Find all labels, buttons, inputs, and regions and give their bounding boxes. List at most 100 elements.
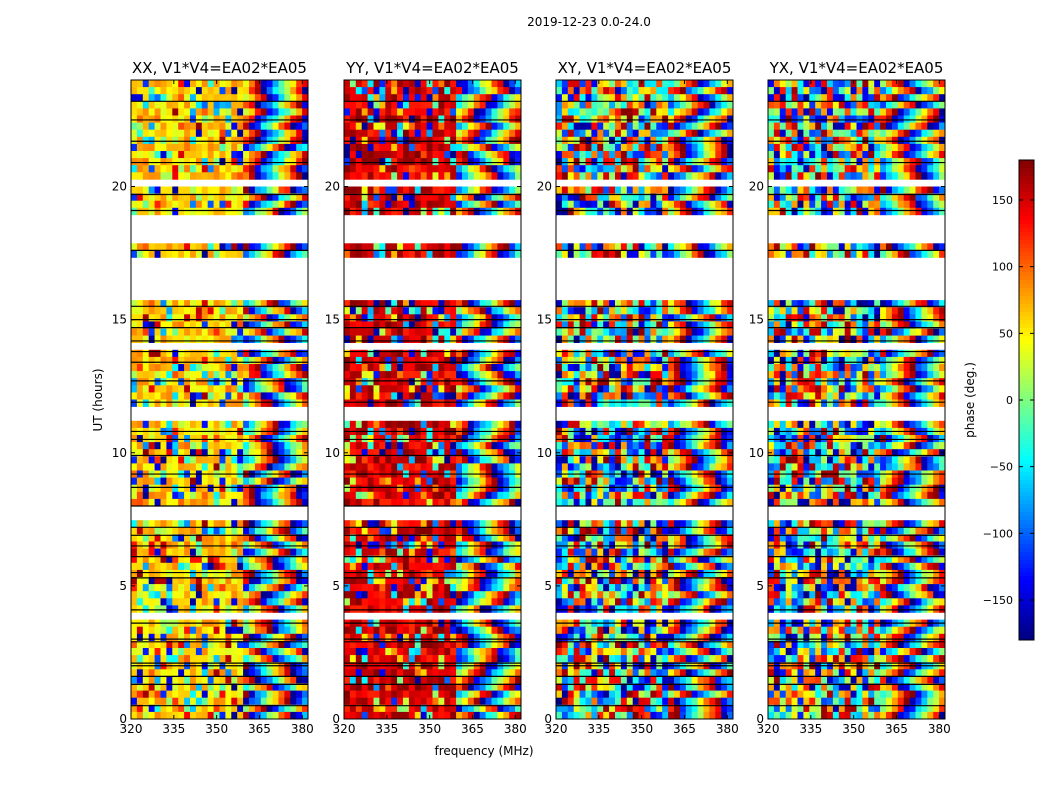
phase-cell	[479, 101, 486, 109]
phase-cell	[201, 321, 208, 329]
phase-cell	[190, 300, 197, 308]
phase-cell	[497, 129, 504, 138]
phase-cell	[685, 87, 692, 95]
phase-cell	[284, 165, 291, 173]
phase-cell	[166, 207, 173, 216]
phase-cell	[201, 314, 208, 322]
phase-cell	[166, 491, 173, 500]
phase-cell	[426, 307, 433, 315]
phase-cell	[213, 335, 220, 343]
phase-cell	[136, 122, 144, 130]
phase-cell	[296, 200, 303, 209]
phase-cell	[385, 243, 392, 251]
phase-cell	[160, 399, 167, 407]
phase-cell	[503, 250, 510, 258]
phase-cell	[213, 648, 220, 656]
phase-cell	[414, 158, 421, 166]
phase-cell	[136, 704, 144, 713]
phase-cell	[473, 385, 480, 393]
phase-cell	[432, 498, 439, 507]
phase-cell	[485, 165, 492, 173]
phase-cell	[509, 122, 516, 130]
phase-cell	[573, 151, 580, 159]
phase-cell	[385, 399, 392, 407]
phase-cell	[201, 172, 208, 180]
phase-cell	[361, 605, 368, 613]
phase-cell	[260, 690, 267, 698]
phase-cell	[243, 548, 250, 556]
phase-cell	[367, 633, 374, 642]
phase-cell	[207, 534, 214, 542]
phase-cell	[367, 527, 374, 535]
phase-cell	[190, 435, 197, 443]
phase-cell	[503, 577, 510, 585]
phase-cell	[497, 648, 504, 656]
phase-cell	[148, 527, 155, 535]
phase-cell	[438, 378, 445, 386]
phase-cell	[296, 80, 303, 88]
phase-cell	[503, 683, 510, 691]
phase-cell	[567, 186, 574, 194]
phase-cell	[609, 165, 616, 173]
phase-cell	[172, 207, 179, 216]
phase-cell	[462, 527, 469, 535]
phase-cell	[467, 569, 475, 578]
phase-cell	[284, 115, 291, 123]
phase-cell	[296, 378, 303, 386]
phase-cell	[727, 101, 734, 109]
phase-cell	[379, 648, 386, 656]
phase-cell	[709, 80, 716, 88]
phase-cell	[656, 122, 663, 130]
phase-cell	[160, 193, 167, 201]
phase-cell	[373, 477, 380, 485]
phase-cell	[195, 378, 203, 386]
phase-cell	[444, 648, 451, 656]
phase-cell	[615, 101, 622, 109]
phase-cell	[462, 591, 469, 599]
phase-cell	[254, 640, 262, 649]
phase-cell	[344, 101, 351, 109]
phase-cell	[450, 541, 457, 549]
phase-cell	[355, 356, 362, 365]
phase-cell	[615, 108, 622, 116]
phase-cell	[408, 356, 416, 365]
phase-cell	[438, 477, 445, 485]
phase-cell	[432, 569, 439, 578]
phase-cell	[243, 378, 250, 386]
phase-cell	[497, 655, 504, 663]
phase-cell	[444, 598, 451, 606]
phase-cell	[426, 321, 433, 329]
phase-cell	[195, 463, 203, 471]
phase-cell	[201, 420, 208, 429]
phase-cell	[355, 626, 362, 635]
phase-cell	[184, 392, 191, 400]
phase-cell	[249, 250, 256, 258]
phase-cell	[136, 711, 144, 720]
phase-cell	[260, 577, 267, 585]
phase-cell	[278, 484, 285, 493]
phase-cell	[142, 420, 149, 429]
phase-cell	[485, 598, 492, 606]
phase-cell	[485, 569, 492, 578]
phase-cell	[296, 243, 303, 251]
phase-cell	[462, 491, 469, 500]
phase-cell	[349, 541, 357, 549]
phase-cell	[207, 633, 214, 642]
phase-cell	[355, 598, 362, 606]
phase-cell	[462, 80, 469, 88]
phase-cell	[184, 115, 191, 123]
phase-cell	[373, 349, 380, 358]
phase-cell	[148, 172, 155, 180]
phase-cell	[397, 378, 404, 386]
phase-cell	[379, 605, 386, 613]
phase-cell	[231, 300, 238, 308]
phase-cell	[567, 108, 574, 116]
phase-cell	[207, 584, 214, 592]
phase-cell	[620, 151, 628, 159]
phase-cell	[585, 122, 592, 130]
phase-cell	[556, 193, 563, 201]
phase-cell	[367, 356, 374, 365]
phase-cell	[278, 633, 285, 642]
phase-cell	[254, 683, 262, 691]
phase-cell	[509, 605, 516, 613]
